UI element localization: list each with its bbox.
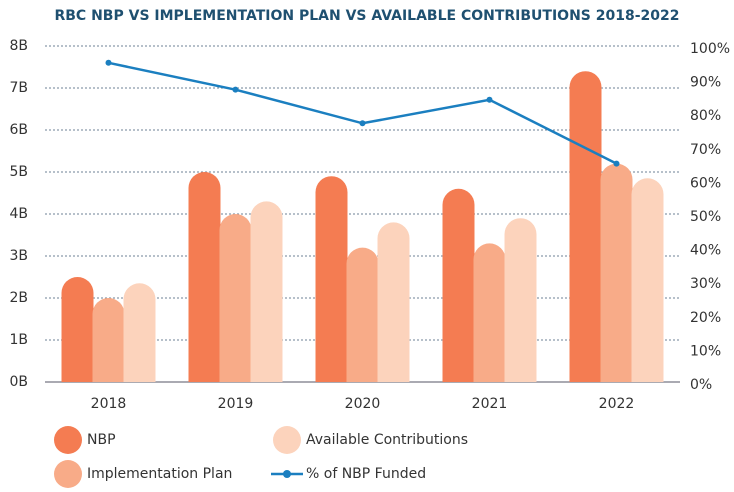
y2-tick-label: 0% <box>690 377 712 393</box>
line-point <box>105 59 112 66</box>
line-point <box>359 120 366 127</box>
line-point <box>486 96 493 103</box>
y2-tick-label: 50% <box>690 209 721 225</box>
y-tick-label: 7B <box>9 80 28 96</box>
x-tick-label: 2021 <box>472 396 508 412</box>
legend-label: Implementation Plan <box>87 466 232 482</box>
line-point <box>232 86 239 93</box>
y2-tick-label: 80% <box>690 108 721 124</box>
x-tick-label: 2019 <box>218 396 254 412</box>
x-tick-label: 2022 <box>599 396 635 412</box>
line-point <box>613 160 620 167</box>
legend-symbol <box>54 460 82 488</box>
bar <box>377 222 410 382</box>
y-tick-label: 8B <box>9 38 28 54</box>
y-tick-label: 5B <box>9 164 28 180</box>
x-tick-label: 2018 <box>91 396 127 412</box>
y2-tick-label: 30% <box>690 276 721 292</box>
bar <box>61 277 94 382</box>
bar <box>92 298 125 382</box>
y-tick-label: 0B <box>9 374 28 390</box>
y2-tick-label: 40% <box>690 243 721 259</box>
legend-label: NBP <box>87 432 116 448</box>
bar <box>123 283 156 382</box>
legend-symbol <box>283 470 291 478</box>
legend-symbol <box>273 426 301 454</box>
bar <box>442 188 475 382</box>
y2-tick-label: 90% <box>690 75 721 91</box>
legend-label: % of NBP Funded <box>306 466 426 482</box>
y-tick-label: 1B <box>9 332 28 348</box>
bar <box>600 163 633 382</box>
y-tick-label: 3B <box>9 248 28 264</box>
chart-title: RBC NBP VS IMPLEMENTATION PLAN VS AVAILA… <box>54 8 679 24</box>
bar <box>188 172 221 382</box>
bar <box>631 178 664 382</box>
bar <box>504 218 537 382</box>
bar <box>250 201 283 382</box>
y2-tick-label: 20% <box>690 310 721 326</box>
x-tick-label: 2020 <box>345 396 381 412</box>
y2-tick-label: 100% <box>690 41 730 57</box>
y-tick-label: 6B <box>9 122 28 138</box>
y-tick-label: 2B <box>9 290 28 306</box>
bar <box>346 247 379 382</box>
y2-tick-label: 10% <box>690 343 721 359</box>
line <box>108 61 618 165</box>
bar <box>473 243 506 382</box>
legend-label: Available Contributions <box>306 432 468 448</box>
y-tick-label: 4B <box>9 206 28 222</box>
y2-tick-label: 70% <box>690 142 721 158</box>
bar <box>569 71 602 382</box>
bar <box>219 214 252 382</box>
y2-tick-label: 60% <box>690 175 721 191</box>
legend-symbol <box>54 426 82 454</box>
bar <box>315 176 348 382</box>
